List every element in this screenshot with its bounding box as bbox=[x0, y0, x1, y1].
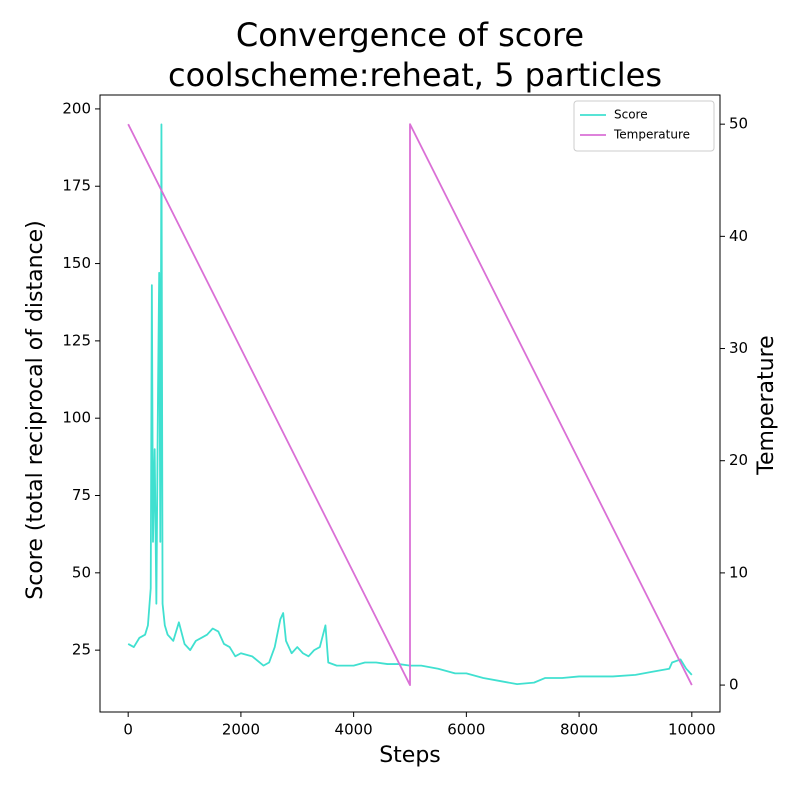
y2-tick-label: 50 bbox=[729, 115, 748, 133]
y-tick-label: 200 bbox=[62, 99, 91, 117]
series-line bbox=[127, 123, 693, 686]
y-tick-label: 50 bbox=[72, 563, 91, 581]
x-tick-label: 6000 bbox=[447, 721, 485, 739]
chart-title: Convergence of score bbox=[236, 16, 584, 54]
y-tick-label: 175 bbox=[62, 177, 91, 195]
y-tick-label: 150 bbox=[62, 254, 91, 272]
legend-box bbox=[573, 100, 715, 152]
y2-tick-label: 10 bbox=[729, 563, 748, 581]
x-tick-label: 2000 bbox=[222, 721, 260, 739]
x-tick-label: 10000 bbox=[668, 721, 716, 739]
x-tick-label: 0 bbox=[123, 721, 133, 739]
y-tick-label: 100 bbox=[62, 409, 91, 427]
legend-label: Temperature bbox=[613, 128, 690, 142]
chart-subtitle: coolscheme:reheat, 5 particles bbox=[168, 56, 662, 94]
x-tick-label: 4000 bbox=[335, 721, 373, 739]
y-axis-label: Score (total reciprocal of distance) bbox=[23, 220, 48, 599]
y-tick-label: 75 bbox=[72, 486, 91, 504]
y2-tick-label: 40 bbox=[729, 227, 748, 245]
y-tick-label: 25 bbox=[72, 641, 91, 659]
series-line bbox=[127, 123, 693, 686]
y2-tick-label: 30 bbox=[729, 339, 748, 357]
x-axis-label: Steps bbox=[379, 743, 441, 768]
y2-axis-label: Temperature bbox=[754, 335, 779, 475]
y-tick-label: 125 bbox=[62, 331, 91, 349]
x-tick-label: 8000 bbox=[560, 721, 598, 739]
y2-tick-label: 0 bbox=[729, 676, 739, 694]
plot-frame bbox=[99, 94, 721, 713]
y2-tick-label: 20 bbox=[729, 451, 748, 469]
legend-label: Score bbox=[614, 108, 648, 122]
